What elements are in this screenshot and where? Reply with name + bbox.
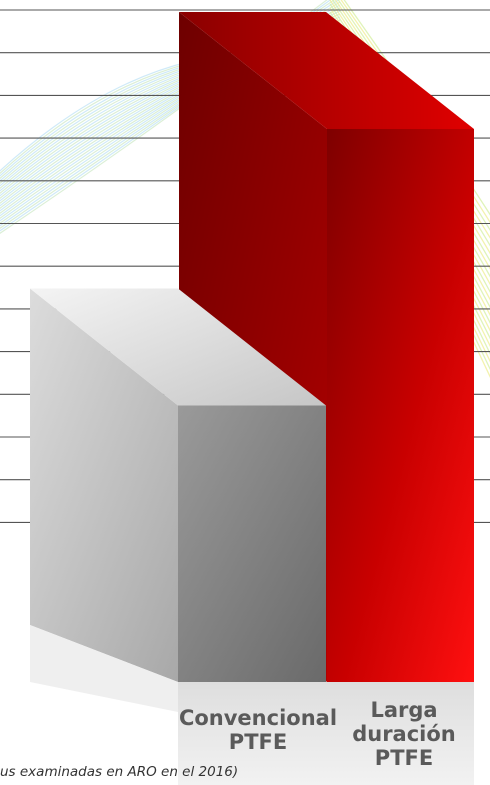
source-footnote: us examinadas en ARO en el 2016) [0,764,239,780]
category-label-line: Larga [370,698,438,722]
category-label-larga-duracion: Larga duración PTFE [334,698,474,770]
category-label-line: Convencional [178,706,338,730]
category-label-convencional: Convencional PTFE [178,706,338,754]
bar-top-face [30,288,326,406]
bar-floor-face [30,625,178,712]
category-label-line: PTFE [374,746,434,770]
bar-convencional-ptfe [30,288,326,712]
bar-front-face [327,129,474,682]
chart-floor [178,682,474,785]
category-label-line: PTFE [228,730,288,754]
category-label-line: duración [352,722,456,746]
bar-top-face [179,12,474,129]
bar-side-face [30,288,178,682]
bars [30,12,474,785]
bar-front-face [178,405,326,682]
